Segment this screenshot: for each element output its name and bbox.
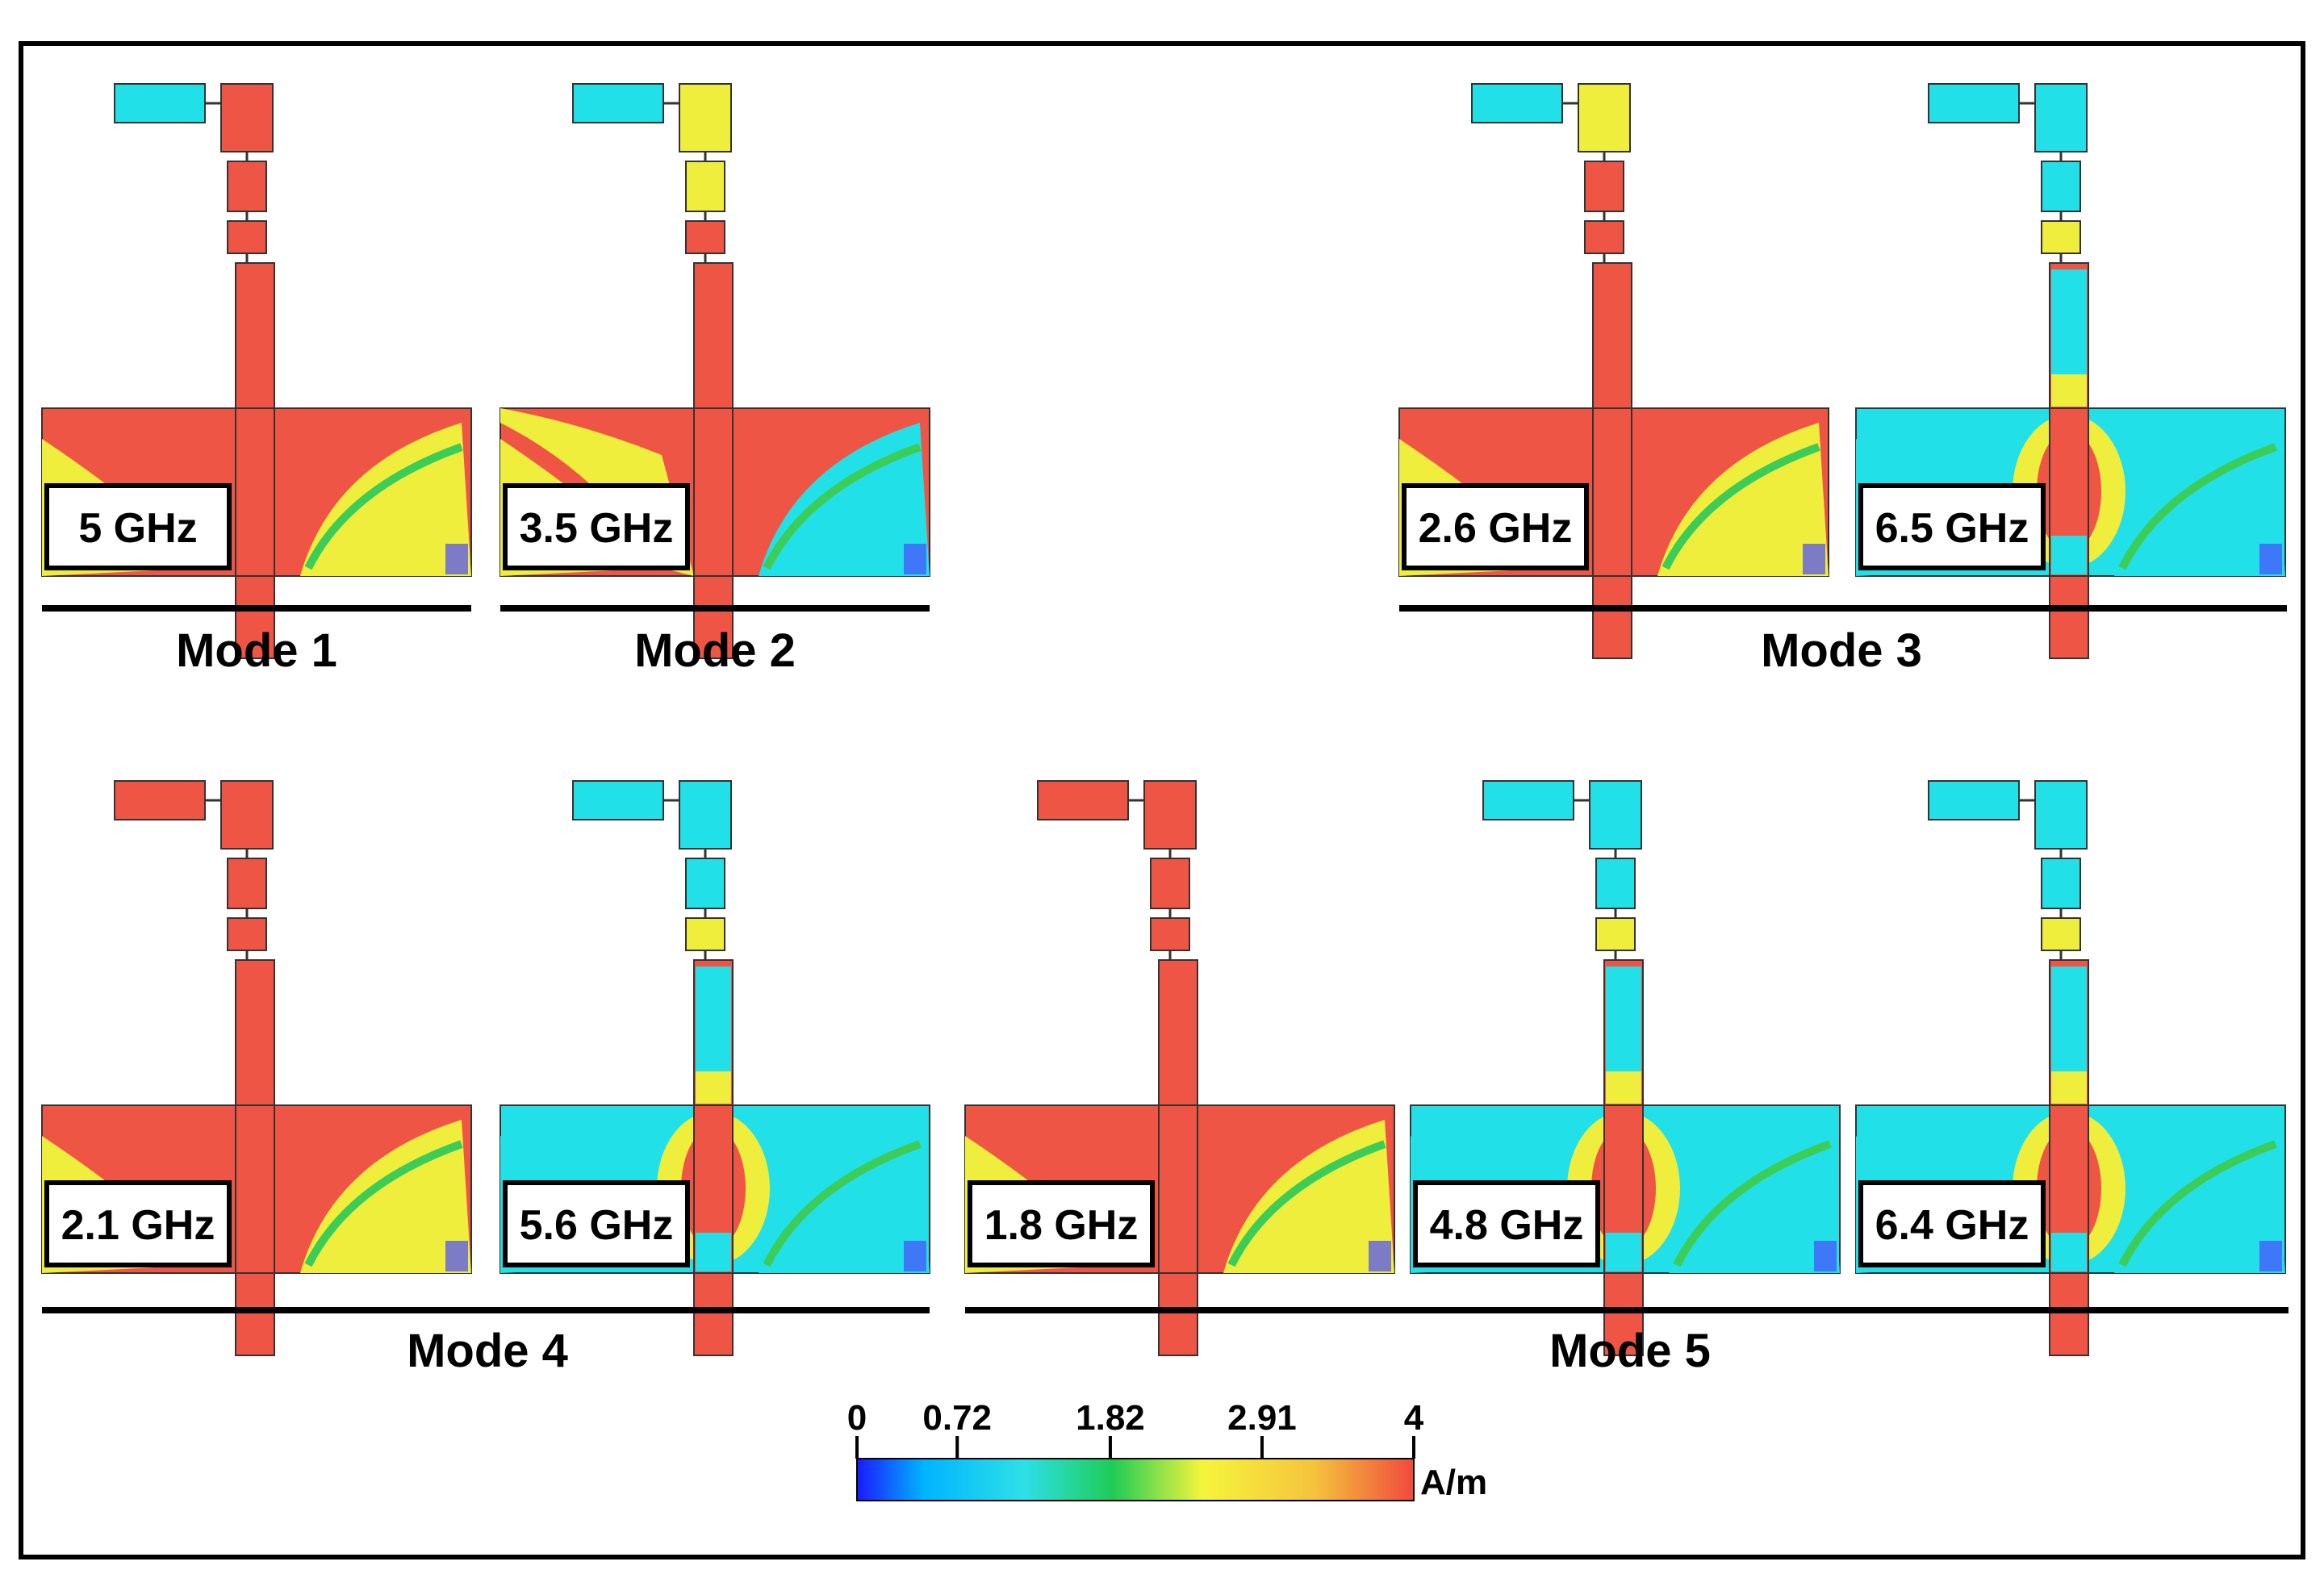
antenna-segment (227, 161, 267, 212)
freq-label: 5 GHz (78, 505, 197, 552)
antenna-arm (114, 780, 206, 820)
mode-5-bar (965, 1307, 2288, 1313)
freq-label: 5.6 GHz (520, 1202, 674, 1249)
freq-label-box (1858, 1180, 2046, 1267)
antenna-corner (679, 83, 732, 152)
freq-label: 3.5 GHz (520, 505, 674, 552)
antenna-panel: 4.8 GHz (1410, 780, 1841, 1356)
mode-3-bar (1399, 605, 2287, 612)
antenna-segment (1595, 858, 1636, 909)
freq-label-box (968, 1180, 1155, 1267)
mode-2-bar (500, 605, 930, 612)
antenna-arm (1928, 780, 2020, 820)
freq-label: 1.8 GHz (984, 1202, 1139, 1249)
colorbar-tick-label: 1.82 (1076, 1398, 1145, 1438)
mode-label: Mode 4 (407, 1325, 568, 1377)
antenna-segment (1584, 220, 1624, 254)
antenna-segment (685, 917, 725, 951)
freq-label: 6.4 GHz (1875, 1202, 2029, 1249)
antenna-segment (1150, 917, 1190, 951)
antenna-corner (220, 83, 274, 152)
mode-label: Mode 3 (1761, 624, 1922, 677)
antenna-corner (1578, 83, 1631, 152)
freq-label-box (44, 483, 232, 570)
antenna-panel: 1.8 GHz (964, 780, 1395, 1356)
antenna-panel: 6.5 GHz (1855, 83, 2286, 659)
freq-label: 2.1 GHz (61, 1202, 215, 1249)
antenna-arm (572, 780, 664, 820)
freq-label-box (503, 1180, 690, 1267)
antenna-corner (1143, 780, 1197, 850)
antenna-panel: 2.1 GHz (41, 780, 472, 1356)
antenna-segment (685, 858, 725, 909)
antenna-segment (2041, 917, 2081, 951)
freq-label: 4.8 GHz (1430, 1202, 1584, 1249)
antenna-panel: 5.6 GHz (499, 780, 930, 1356)
freq-label-box (1858, 483, 2046, 570)
antenna-corner (220, 780, 274, 850)
mode-4-bar (42, 1307, 930, 1313)
antenna-segment (227, 858, 267, 909)
colorbar-tick-label: 2.91 (1227, 1398, 1297, 1438)
panels-layer: 5 GHz 3.5 GHz 2.6 GHz 6.5 GHz 2.1 GHz 5.6 GHz… (41, 83, 2286, 1356)
antenna-segment (227, 917, 267, 951)
colorbar-tick-label: 4 (1404, 1398, 1424, 1438)
antenna-segment (685, 220, 725, 254)
antenna-arm (1471, 83, 1563, 123)
antenna-segment (1584, 161, 1624, 212)
antenna-panel: 6.4 GHz (1855, 780, 2286, 1356)
colorbar-tick-label: 0.72 (922, 1398, 992, 1438)
antenna-corner (1589, 780, 1642, 850)
colorbar-tick-label: 0 (847, 1398, 867, 1438)
antenna-corner (2034, 780, 2088, 850)
colorbar-gradient (856, 1458, 1415, 1501)
antenna-arm (1928, 83, 2020, 123)
antenna-segment (2041, 220, 2081, 254)
antenna-segment (2041, 161, 2081, 212)
antenna-segment (1150, 858, 1190, 909)
antenna-corner (2034, 83, 2088, 152)
antenna-segment (2041, 858, 2081, 909)
freq-label-box (503, 483, 690, 570)
freq-label: 2.6 GHz (1419, 505, 1573, 552)
colorbar-ticks: 0 0.72 1.82 2.91 4 (847, 1398, 1424, 1459)
freq-label-box (44, 1180, 232, 1267)
antenna-arm (114, 83, 206, 123)
antenna-corner (679, 780, 732, 850)
mode-label: Mode 2 (634, 624, 796, 677)
mode-1-bar (42, 605, 471, 612)
antenna-segment (685, 161, 725, 212)
antenna-arm (572, 83, 664, 123)
mode-label: Mode 5 (1549, 1325, 1711, 1377)
freq-label-box (1402, 483, 1589, 570)
antenna-arm (1482, 780, 1574, 820)
antenna-segment (1595, 917, 1636, 951)
antenna-panel: 3.5 GHz (499, 83, 930, 659)
colorbar-unit: A/m (1420, 1463, 1487, 1502)
colorbar: 0 0.72 1.82 2.91 4 A/m (847, 1398, 1487, 1502)
antenna-arm (1037, 780, 1129, 820)
mode-label: Mode 1 (176, 624, 337, 677)
antenna-panel: 5 GHz (41, 83, 472, 659)
freq-label-box (1413, 1180, 1600, 1267)
freq-label: 6.5 GHz (1875, 505, 2029, 552)
antenna-segment (227, 220, 267, 254)
antenna-panel: 2.6 GHz (1398, 83, 1829, 659)
mode-bars (42, 605, 2288, 1313)
